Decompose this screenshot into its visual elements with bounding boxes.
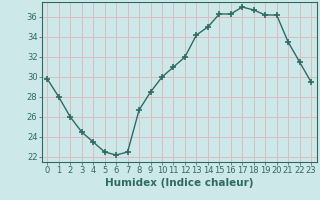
X-axis label: Humidex (Indice chaleur): Humidex (Indice chaleur) (105, 178, 253, 188)
